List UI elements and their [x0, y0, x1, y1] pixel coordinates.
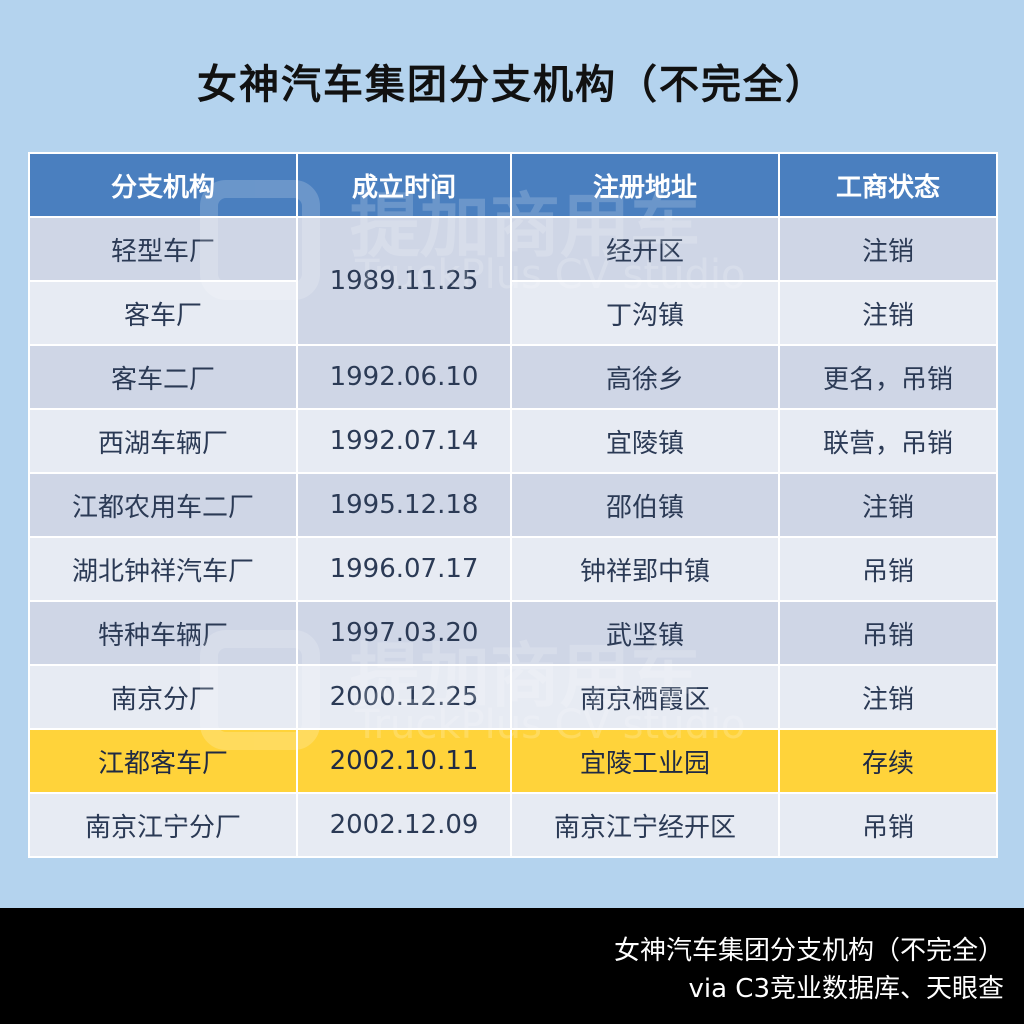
table-row: 湖北钟祥汽车厂 1996.07.17 钟祥郢中镇 吊销 [28, 536, 998, 602]
branch-cell: 客车二厂 [28, 344, 298, 410]
date-cell: 1996.07.17 [296, 536, 512, 602]
branch-cell: 湖北钟祥汽车厂 [28, 536, 298, 602]
status-cell: 注销 [778, 216, 998, 282]
date-cell: 1989.11.25 [296, 216, 512, 346]
date-cell: 1992.07.14 [296, 408, 512, 474]
branch-cell: 轻型车厂 [28, 216, 298, 282]
table-row-highlighted: 江都客车厂 2002.10.11 宜陵工业园 存续 [28, 728, 998, 794]
header-address: 注册地址 [510, 152, 780, 218]
status-cell: 存续 [778, 728, 998, 794]
date-cell: 2002.10.11 [296, 728, 512, 794]
table-row: 客车厂 丁沟镇 注销 [28, 280, 998, 346]
address-cell: 南京栖霞区 [510, 664, 780, 730]
address-cell: 经开区 [510, 216, 780, 282]
branch-table: 分支机构 成立时间 注册地址 工商状态 轻型车厂 1989.11.25 经开区 … [28, 152, 998, 858]
table-row: 特种车辆厂 1997.03.20 武坚镇 吊销 [28, 600, 998, 666]
page-title: 女神汽车集团分支机构（不完全） [197, 62, 827, 108]
address-cell: 邵伯镇 [510, 472, 780, 538]
branch-cell: 客车厂 [28, 280, 298, 346]
status-cell: 吊销 [778, 536, 998, 602]
date-cell: 1992.06.10 [296, 344, 512, 410]
address-cell: 武坚镇 [510, 600, 780, 666]
caption-title: 女神汽车集团分支机构（不完全） [613, 936, 1004, 966]
table-row: 江都农用车二厂 1995.12.18 邵伯镇 注销 [28, 472, 998, 538]
header-branch: 分支机构 [28, 152, 298, 218]
table-row: 客车二厂 1992.06.10 高徐乡 更名，吊销 [28, 344, 998, 410]
status-cell: 注销 [778, 472, 998, 538]
status-cell: 注销 [778, 280, 998, 346]
header-date: 成立时间 [296, 152, 512, 218]
caption-bar: 女神汽车集团分支机构（不完全） via C3竞业数据库、天眼查 [0, 908, 1024, 1024]
branch-table-container: 分支机构 成立时间 注册地址 工商状态 轻型车厂 1989.11.25 经开区 … [28, 152, 998, 858]
address-cell: 钟祥郢中镇 [510, 536, 780, 602]
status-cell: 注销 [778, 664, 998, 730]
table-row: 南京江宁分厂 2002.12.09 南京江宁经开区 吊销 [28, 792, 998, 858]
date-cell: 2002.12.09 [296, 792, 512, 858]
header-status: 工商状态 [778, 152, 998, 218]
address-cell: 丁沟镇 [510, 280, 780, 346]
status-cell: 吊销 [778, 600, 998, 666]
caption-source: via C3竞业数据库、天眼查 [688, 974, 1004, 1004]
status-cell: 吊销 [778, 792, 998, 858]
date-cell: 1995.12.18 [296, 472, 512, 538]
address-cell: 南京江宁经开区 [510, 792, 780, 858]
address-cell: 高徐乡 [510, 344, 780, 410]
branch-cell: 南京江宁分厂 [28, 792, 298, 858]
date-cell: 2000.12.25 [296, 664, 512, 730]
branch-cell: 西湖车辆厂 [28, 408, 298, 474]
table-header-row: 分支机构 成立时间 注册地址 工商状态 [28, 152, 998, 218]
table-row: 轻型车厂 1989.11.25 经开区 注销 [28, 216, 998, 346]
branch-cell: 江都农用车二厂 [28, 472, 298, 538]
branch-cell: 特种车辆厂 [28, 600, 298, 666]
branch-cell: 江都客车厂 [28, 728, 298, 794]
date-cell: 1997.03.20 [296, 600, 512, 666]
table-row: 西湖车辆厂 1992.07.14 宜陵镇 联营，吊销 [28, 408, 998, 474]
status-cell: 联营，吊销 [778, 408, 998, 474]
address-cell: 宜陵镇 [510, 408, 780, 474]
status-cell: 更名，吊销 [778, 344, 998, 410]
address-cell: 宜陵工业园 [510, 728, 780, 794]
table-row: 南京分厂 2000.12.25 南京栖霞区 注销 [28, 664, 998, 730]
branch-cell: 南京分厂 [28, 664, 298, 730]
